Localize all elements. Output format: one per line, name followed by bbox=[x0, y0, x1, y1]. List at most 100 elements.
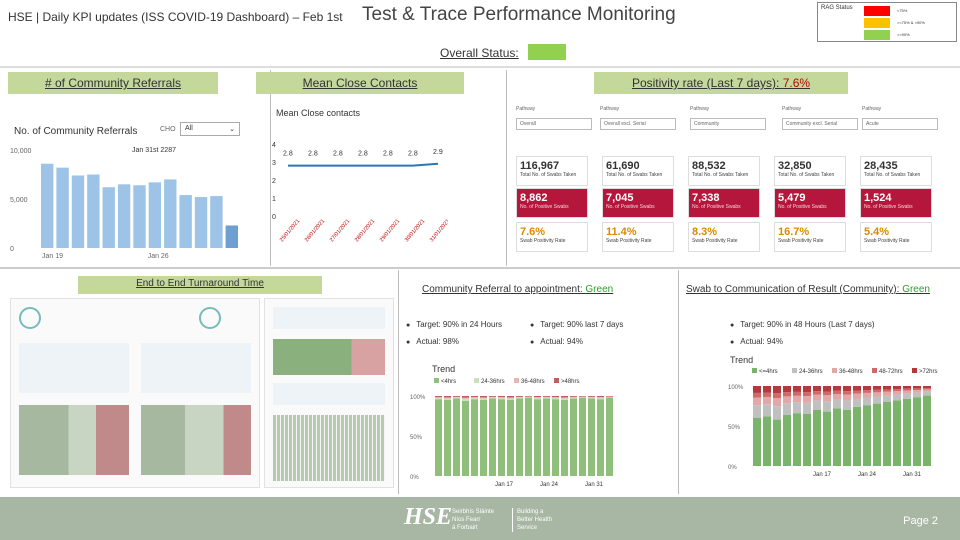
stack-bar-segment bbox=[570, 398, 577, 476]
cho-filter-select[interactable]: All ⌄ bbox=[180, 122, 240, 136]
pathway-filter-label: Pathway bbox=[782, 106, 802, 112]
stack-bar-segment bbox=[462, 397, 469, 399]
y-tick-label: 0 bbox=[272, 214, 276, 221]
referral-annotation: Jan 31st 2287 bbox=[132, 147, 176, 154]
stack-bar-segment bbox=[525, 397, 532, 476]
kpi-caption: Total No. of Swabs Taken bbox=[778, 172, 835, 178]
kpi-caption: Swab Positivity Rate bbox=[606, 238, 652, 244]
data-label: 2.8 bbox=[308, 151, 318, 158]
kpi-caption: No. of Positive Swabs bbox=[692, 204, 741, 210]
stack-bar-segment bbox=[534, 396, 541, 398]
tab-mean-close-contacts[interactable]: Mean Close Contacts bbox=[256, 72, 464, 94]
stack-bar-segment bbox=[498, 396, 505, 398]
kpi-caption: Swab Positivity Rate bbox=[864, 238, 910, 244]
legend-label: 48-72hrs bbox=[879, 369, 903, 375]
tab-positivity-rate[interactable]: Positivity rate (Last 7 days): 7.6% bbox=[594, 72, 848, 94]
stack-bar-segment bbox=[534, 397, 541, 398]
kpi-tile: 16.7% Swab Positivity Rate bbox=[774, 222, 846, 252]
pathway-filter-select[interactable]: Overall bbox=[516, 118, 592, 130]
stack-bar-segment bbox=[873, 386, 881, 390]
kpi-caption: Swab Positivity Rate bbox=[520, 238, 566, 244]
stack-bar-segment bbox=[588, 396, 595, 398]
rag-amber-swatch bbox=[864, 18, 890, 28]
kpi-tile: 1,524 No. of Positive Swabs bbox=[860, 188, 932, 218]
stack-bar-segment bbox=[552, 397, 559, 400]
tab-turnaround-time[interactable]: End to End Turnaround Time bbox=[78, 276, 322, 294]
stack-bar-segment bbox=[873, 396, 881, 404]
stack-bar-segment bbox=[893, 391, 901, 395]
stack-bar-segment bbox=[597, 399, 604, 476]
stack-bar-segment bbox=[913, 390, 921, 393]
stack-bar-segment bbox=[588, 398, 595, 476]
stack-bar-segment bbox=[597, 397, 604, 400]
close-contacts-chart-panel: Mean Close contacts 4 3 2 1 0 2.8 2.8 2.8 2.8 2.8… bbox=[262, 100, 448, 264]
stack-bar-segment bbox=[803, 414, 811, 466]
legend-label: >72hrs bbox=[919, 369, 938, 375]
kpi-value: 32,850 bbox=[778, 160, 812, 172]
stack-bar-segment bbox=[561, 400, 568, 476]
pathway-filter-select[interactable]: Overall excl. Serial bbox=[600, 118, 676, 130]
header-divider bbox=[0, 66, 960, 68]
stack-bar-segment bbox=[783, 392, 791, 397]
kpi-tile: 88,532 Total No. of Swabs Taken bbox=[688, 156, 760, 186]
rag-label: RAG Status bbox=[821, 5, 853, 11]
pathway-filter-select[interactable]: Community excl. Serial bbox=[782, 118, 858, 130]
stack-bar-segment bbox=[444, 397, 451, 399]
kpi-tile: 8,862 No. of Positive Swabs bbox=[516, 188, 588, 218]
stack-bar-segment bbox=[588, 397, 595, 399]
legend-label: >48hrs bbox=[561, 379, 580, 385]
stack-bar-segment bbox=[498, 397, 505, 400]
legend-swatch bbox=[434, 378, 439, 383]
pathway-filter-label: Pathway bbox=[600, 106, 620, 112]
cr-actual-2: Actual: 94% bbox=[530, 337, 583, 346]
tab-community-referrals[interactable]: # of Community Referrals bbox=[8, 72, 218, 94]
stack-bar-segment bbox=[903, 390, 911, 394]
legend-label: 36-48hrs bbox=[839, 369, 863, 375]
donut-icon bbox=[199, 307, 221, 329]
stack-bar-segment bbox=[444, 400, 451, 476]
stack-bar-segment bbox=[753, 418, 761, 466]
stack-bar-segment bbox=[883, 389, 891, 392]
community-referral-trend-chart: <4hrs 24-36hrs 36-48hrs >48hrs 100% 50% 0% Jan … bbox=[410, 378, 613, 488]
x-tick-label: Jan 31 bbox=[585, 482, 604, 488]
stack-bar-segment bbox=[489, 398, 496, 476]
referral-bar bbox=[41, 163, 54, 248]
stack-bar-segment bbox=[903, 386, 911, 389]
page-title: Test & Trace Performance Monitoring bbox=[362, 4, 676, 25]
x-tick-label: 25/01/2021 bbox=[279, 218, 301, 243]
x-tick-label: 29/01/2021 bbox=[379, 218, 401, 243]
kpi-caption: Total No. of Swabs Taken bbox=[692, 172, 749, 178]
stack-bar-segment bbox=[570, 396, 577, 398]
stack-bar-segment bbox=[597, 397, 604, 398]
stack-bar-segment bbox=[471, 399, 478, 476]
kpi-caption: No. of Positive Swabs bbox=[520, 204, 569, 210]
stack-bar-segment bbox=[435, 396, 442, 398]
stack-bar-segment bbox=[444, 396, 451, 398]
sr-target: Target: 90% in 48 Hours (Last 7 days) bbox=[730, 320, 874, 329]
stack-bar-segment bbox=[507, 398, 514, 400]
stack-bar-segment bbox=[763, 392, 771, 397]
positivity-tab-value: 7.6% bbox=[782, 76, 811, 90]
rag-amber-text: >=75% & <90% bbox=[897, 20, 925, 25]
stack-bar-segment bbox=[579, 397, 586, 476]
y-tick-label: 0% bbox=[410, 475, 419, 481]
x-tick-label: Jan 26 bbox=[148, 253, 169, 260]
pathway-filter-select[interactable]: Acute bbox=[862, 118, 938, 130]
kpi-value: 16.7% bbox=[778, 226, 810, 238]
stack-bar-segment bbox=[813, 394, 821, 401]
stack-bar-segment bbox=[783, 386, 791, 393]
stack-bar-segment bbox=[833, 408, 841, 466]
legend-swatch bbox=[752, 368, 757, 373]
pathway-filter-label: Pathway bbox=[516, 106, 536, 112]
y-tick-label: 1 bbox=[272, 196, 276, 203]
stack-bar-segment bbox=[552, 397, 559, 398]
stack-bar-segment bbox=[480, 398, 487, 400]
stack-bar-segment bbox=[480, 396, 487, 398]
stack-bar-segment bbox=[480, 397, 487, 399]
y-tick-label: 50% bbox=[728, 425, 741, 431]
stack-bar-segment bbox=[793, 386, 801, 392]
stack-bar-segment bbox=[606, 396, 613, 397]
kpi-value: 7.6% bbox=[520, 226, 546, 238]
kpi-caption: No. of Positive Swabs bbox=[606, 204, 655, 210]
pathway-filter-select[interactable]: Community bbox=[690, 118, 766, 130]
